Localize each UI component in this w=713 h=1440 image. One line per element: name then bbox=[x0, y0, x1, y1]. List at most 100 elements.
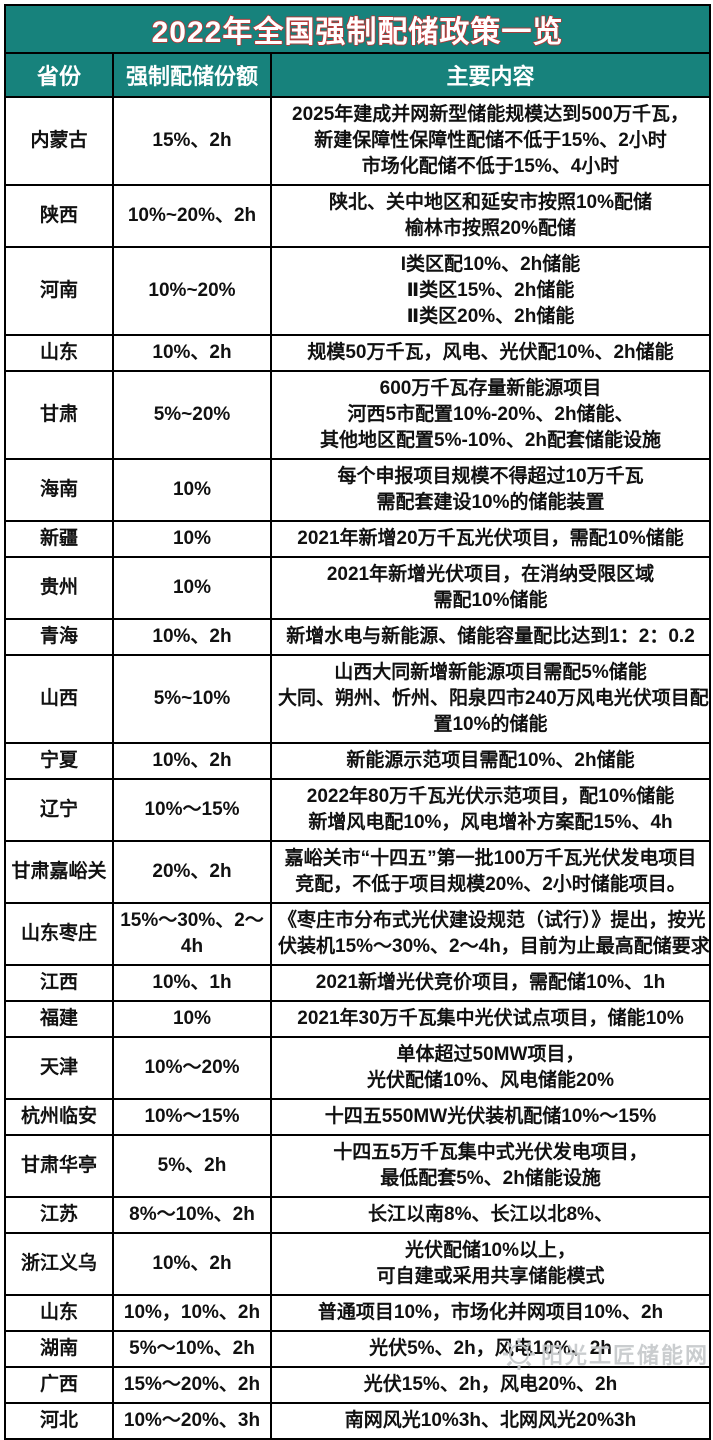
main-content-cell: 新能源示范项目需配10%、2h储能 bbox=[269, 742, 712, 780]
table-row: 浙江义乌 10%、2h 光伏配储10%以上， 可自建或采用共享储能模式 bbox=[4, 1232, 712, 1296]
province-cell: 山东 bbox=[4, 1294, 114, 1332]
content-line: 需配10%储能 bbox=[433, 590, 548, 611]
share-cell: 10%～15% bbox=[112, 778, 272, 842]
table-row: 江西 10%、1h 2021新增光伏竞价项目，需配储10%、1h bbox=[4, 964, 712, 1002]
content-line: 2021年30万千瓦集中光伏试点项目，储能10% bbox=[297, 1008, 684, 1029]
table-row: 山东 10%，10%、2h 普通项目10%，市场化并网项目10%、2h bbox=[4, 1294, 712, 1332]
content-line: 新增水电与新能源、储能容量配比达到1：2：0.2 bbox=[286, 626, 695, 647]
province-cell: 广西 bbox=[4, 1366, 114, 1404]
content-line: 2022年80万千瓦光伏示范项目，配10%储能 bbox=[306, 786, 675, 807]
table-row: 湖南 5%～10%、2h 光伏5%、2h，风电10%、2h bbox=[4, 1330, 712, 1368]
table-row: 新疆 10% 2021年新增20万千瓦光伏项目，需配10%储能 bbox=[4, 520, 712, 558]
content-line: 嘉峪关市“十四五”第一批100万千瓦光伏发电项目 bbox=[284, 848, 697, 869]
content-line: 新能源示范项目需配10%、2h储能 bbox=[346, 750, 635, 771]
content-line: Ⅱ类区20%、2h储能 bbox=[406, 306, 575, 327]
main-content-cell: 十四五5万千瓦集中式光伏发电项目， 最低配套5%、2h储能设施 bbox=[269, 1134, 712, 1198]
province-cell: 新疆 bbox=[4, 520, 114, 558]
province-cell: 内蒙古 bbox=[4, 96, 114, 186]
content-line: 单体超过50MW项目， bbox=[396, 1044, 585, 1065]
main-content-cell: 长江以南8%、长江以北8%、 bbox=[269, 1196, 712, 1234]
province-cell: 杭州临安 bbox=[4, 1098, 114, 1136]
content-line: 南网风光10%3h、北网风光20%3h bbox=[344, 1410, 637, 1431]
table-row: 辽宁 10%～15% 2022年80万千瓦光伏示范项目，配10%储能 新增风电配10%… bbox=[4, 778, 712, 842]
table-row: 青海 10%、2h 新增水电与新能源、储能容量配比达到1：2：0.2 bbox=[4, 618, 712, 656]
content-line: 2021年新增20万千瓦光伏项目，需配10%储能 bbox=[297, 528, 684, 549]
title-row: 2022年全国强制配储政策一览 bbox=[3, 4, 712, 54]
share-cell: 15%～20%、2h bbox=[112, 1366, 272, 1404]
content-line: 《枣庄市分布式光伏建设规范（试行）》提出，按光 bbox=[278, 910, 706, 931]
main-content-cell: 2021新增光伏竞价项目，需配储10%、1h bbox=[269, 964, 712, 1002]
share-cell: 10%～20%、3h bbox=[112, 1402, 272, 1440]
header-row: 省份 强制配储份额 主要内容 bbox=[4, 52, 712, 98]
content-line: 光伏配储10%以上， bbox=[404, 1240, 577, 1261]
share-cell: 5%～10%、2h bbox=[112, 1330, 272, 1368]
table-row: 广西 15%～20%、2h 光伏15%、2h，风电20%、2h bbox=[4, 1366, 712, 1404]
content-line: 最低配套5%、2h储能设施 bbox=[380, 1168, 601, 1189]
main-content-cell: 光伏5%、2h，风电10%、2h bbox=[269, 1330, 712, 1368]
content-line: 河西5市配置10%-20%、2h储能、 bbox=[347, 404, 634, 425]
share-cell: 10%~20% bbox=[112, 246, 272, 336]
main-content-cell: 山西大同新增新能源项目需配5%储能大同、朔州、忻州、阳泉四市240万风电光伏项目… bbox=[269, 654, 712, 744]
share-cell: 10%、2h bbox=[112, 334, 272, 372]
share-cell: 10%、2h bbox=[112, 618, 272, 656]
table-row: 海南 10% 每个申报项目规模不得超过10万千瓦 需配套建设10%的储能装置 bbox=[4, 458, 712, 522]
content-line: 600万千瓦存量新能源项目 bbox=[379, 378, 602, 399]
province-cell: 江苏 bbox=[4, 1196, 114, 1234]
content-line: 新增风电配10%，风电增补方案配15%、4h bbox=[308, 812, 673, 833]
main-content-cell: 每个申报项目规模不得超过10万千瓦 需配套建设10%的储能装置 bbox=[269, 458, 712, 522]
content-line: 山西大同新增新能源项目需配5%储能 bbox=[334, 662, 647, 683]
content-line: 光伏5%、2h，风电10%、2h bbox=[369, 1338, 612, 1359]
column-header-province: 省份 bbox=[4, 52, 114, 98]
main-content-cell: 十四五550MW光伏装机配储10%～15% bbox=[269, 1098, 712, 1136]
main-content-cell: 600万千瓦存量新能源项目河西5市配置10%-20%、2h储能、其他地区配置5%… bbox=[269, 370, 712, 460]
share-cell: 8%～10%、2h bbox=[112, 1196, 272, 1234]
content-line: 置10%的储能 bbox=[433, 714, 548, 735]
province-cell: 陕西 bbox=[4, 184, 114, 248]
table-row: 贵州 10% 2021年新增光伏项目，在消纳受限区域 需配10%储能 bbox=[4, 556, 712, 620]
main-content-cell: 单体超过50MW项目， 光伏配储10%、风电储能20% bbox=[269, 1036, 712, 1100]
province-cell: 湖南 bbox=[4, 1330, 114, 1368]
content-line: 长江以南8%、长江以北8%、 bbox=[368, 1204, 613, 1225]
content-line: 2025年建成并网新型储能规模达到500万千瓦， bbox=[292, 104, 689, 125]
content-line: 大同、朔州、忻州、阳泉四市240万风电光伏项目配 bbox=[278, 688, 709, 709]
province-cell: 海南 bbox=[4, 458, 114, 522]
table-row: 陕西 10%~20%、2h 陕北、关中地区和延安市按照10%配储 榆林市按照20%配储 bbox=[4, 184, 712, 248]
province-cell: 浙江义乌 bbox=[4, 1232, 114, 1296]
share-cell: 10%、2h bbox=[112, 1232, 272, 1296]
content-line: I类区配10%、2h储能 bbox=[400, 254, 581, 275]
share-cell: 10%～15% bbox=[112, 1098, 272, 1136]
content-line: 可自建或采用共享储能模式 bbox=[376, 1266, 605, 1287]
content-line: 十四五550MW光伏装机配储10%～15% bbox=[324, 1106, 657, 1127]
province-cell: 山东 bbox=[4, 334, 114, 372]
main-content-cell: 规模50万千瓦，风电、光伏配10%、2h储能 bbox=[269, 334, 712, 372]
province-cell: 河南 bbox=[4, 246, 114, 336]
share-cell: 10%～20% bbox=[112, 1036, 272, 1100]
share-cell: 10% bbox=[112, 556, 272, 620]
province-cell: 宁夏 bbox=[4, 742, 114, 780]
share-cell: 15%～30%、2～4h bbox=[112, 902, 272, 966]
content-line: 2021新增光伏竞价项目，需配储10%、1h bbox=[315, 972, 666, 993]
column-header-main-content: 主要内容 bbox=[269, 52, 712, 98]
province-cell: 福建 bbox=[4, 1000, 114, 1038]
share-cell: 10% bbox=[112, 458, 272, 522]
share-cell: 15%、2h bbox=[112, 96, 272, 186]
column-header-share: 强制配储份额 bbox=[112, 52, 272, 98]
province-cell: 青海 bbox=[4, 618, 114, 656]
content-line: 新建保障性保障性配储不低于15%、2小时 bbox=[314, 130, 667, 151]
share-cell: 10%~20%、2h bbox=[112, 184, 272, 248]
table-row: 杭州临安 10%～15% 十四五550MW光伏装机配储10%～15% bbox=[4, 1098, 712, 1136]
content-line: 其他地区配置5%-10%、2h配套储能设施 bbox=[320, 430, 661, 451]
province-cell: 贵州 bbox=[4, 556, 114, 620]
province-cell: 山东枣庄 bbox=[4, 902, 114, 966]
content-line: 2021年新增光伏项目，在消纳受限区域 bbox=[326, 564, 655, 585]
content-line: 普通项目10%，市场化并网项目10%、2h bbox=[317, 1302, 664, 1323]
content-line: 十四五5万千瓦集中式光伏发电项目， bbox=[333, 1142, 648, 1163]
table-row: 山西 5%~10% 山西大同新增新能源项目需配5%储能 大同、朔州、忻州、阳泉四市24… bbox=[4, 654, 712, 744]
main-content-cell: 2025年建成并网新型储能规模达到500万千瓦， 新建保障性保障性配储不低于15%… bbox=[269, 96, 712, 186]
main-content-cell: 南网风光10%3h、北网风光20%3h bbox=[269, 1402, 712, 1440]
share-cell: 10%、1h bbox=[112, 964, 272, 1002]
content-line: 规模50万千瓦，风电、光伏配10%、2h储能 bbox=[307, 342, 674, 363]
share-cell: 20%、2h bbox=[112, 840, 272, 904]
table-row: 河南 10%~20% I类区配10%、2h储能 Ⅱ类区15%、2h储能 Ⅱ类区20%、2… bbox=[4, 246, 712, 336]
